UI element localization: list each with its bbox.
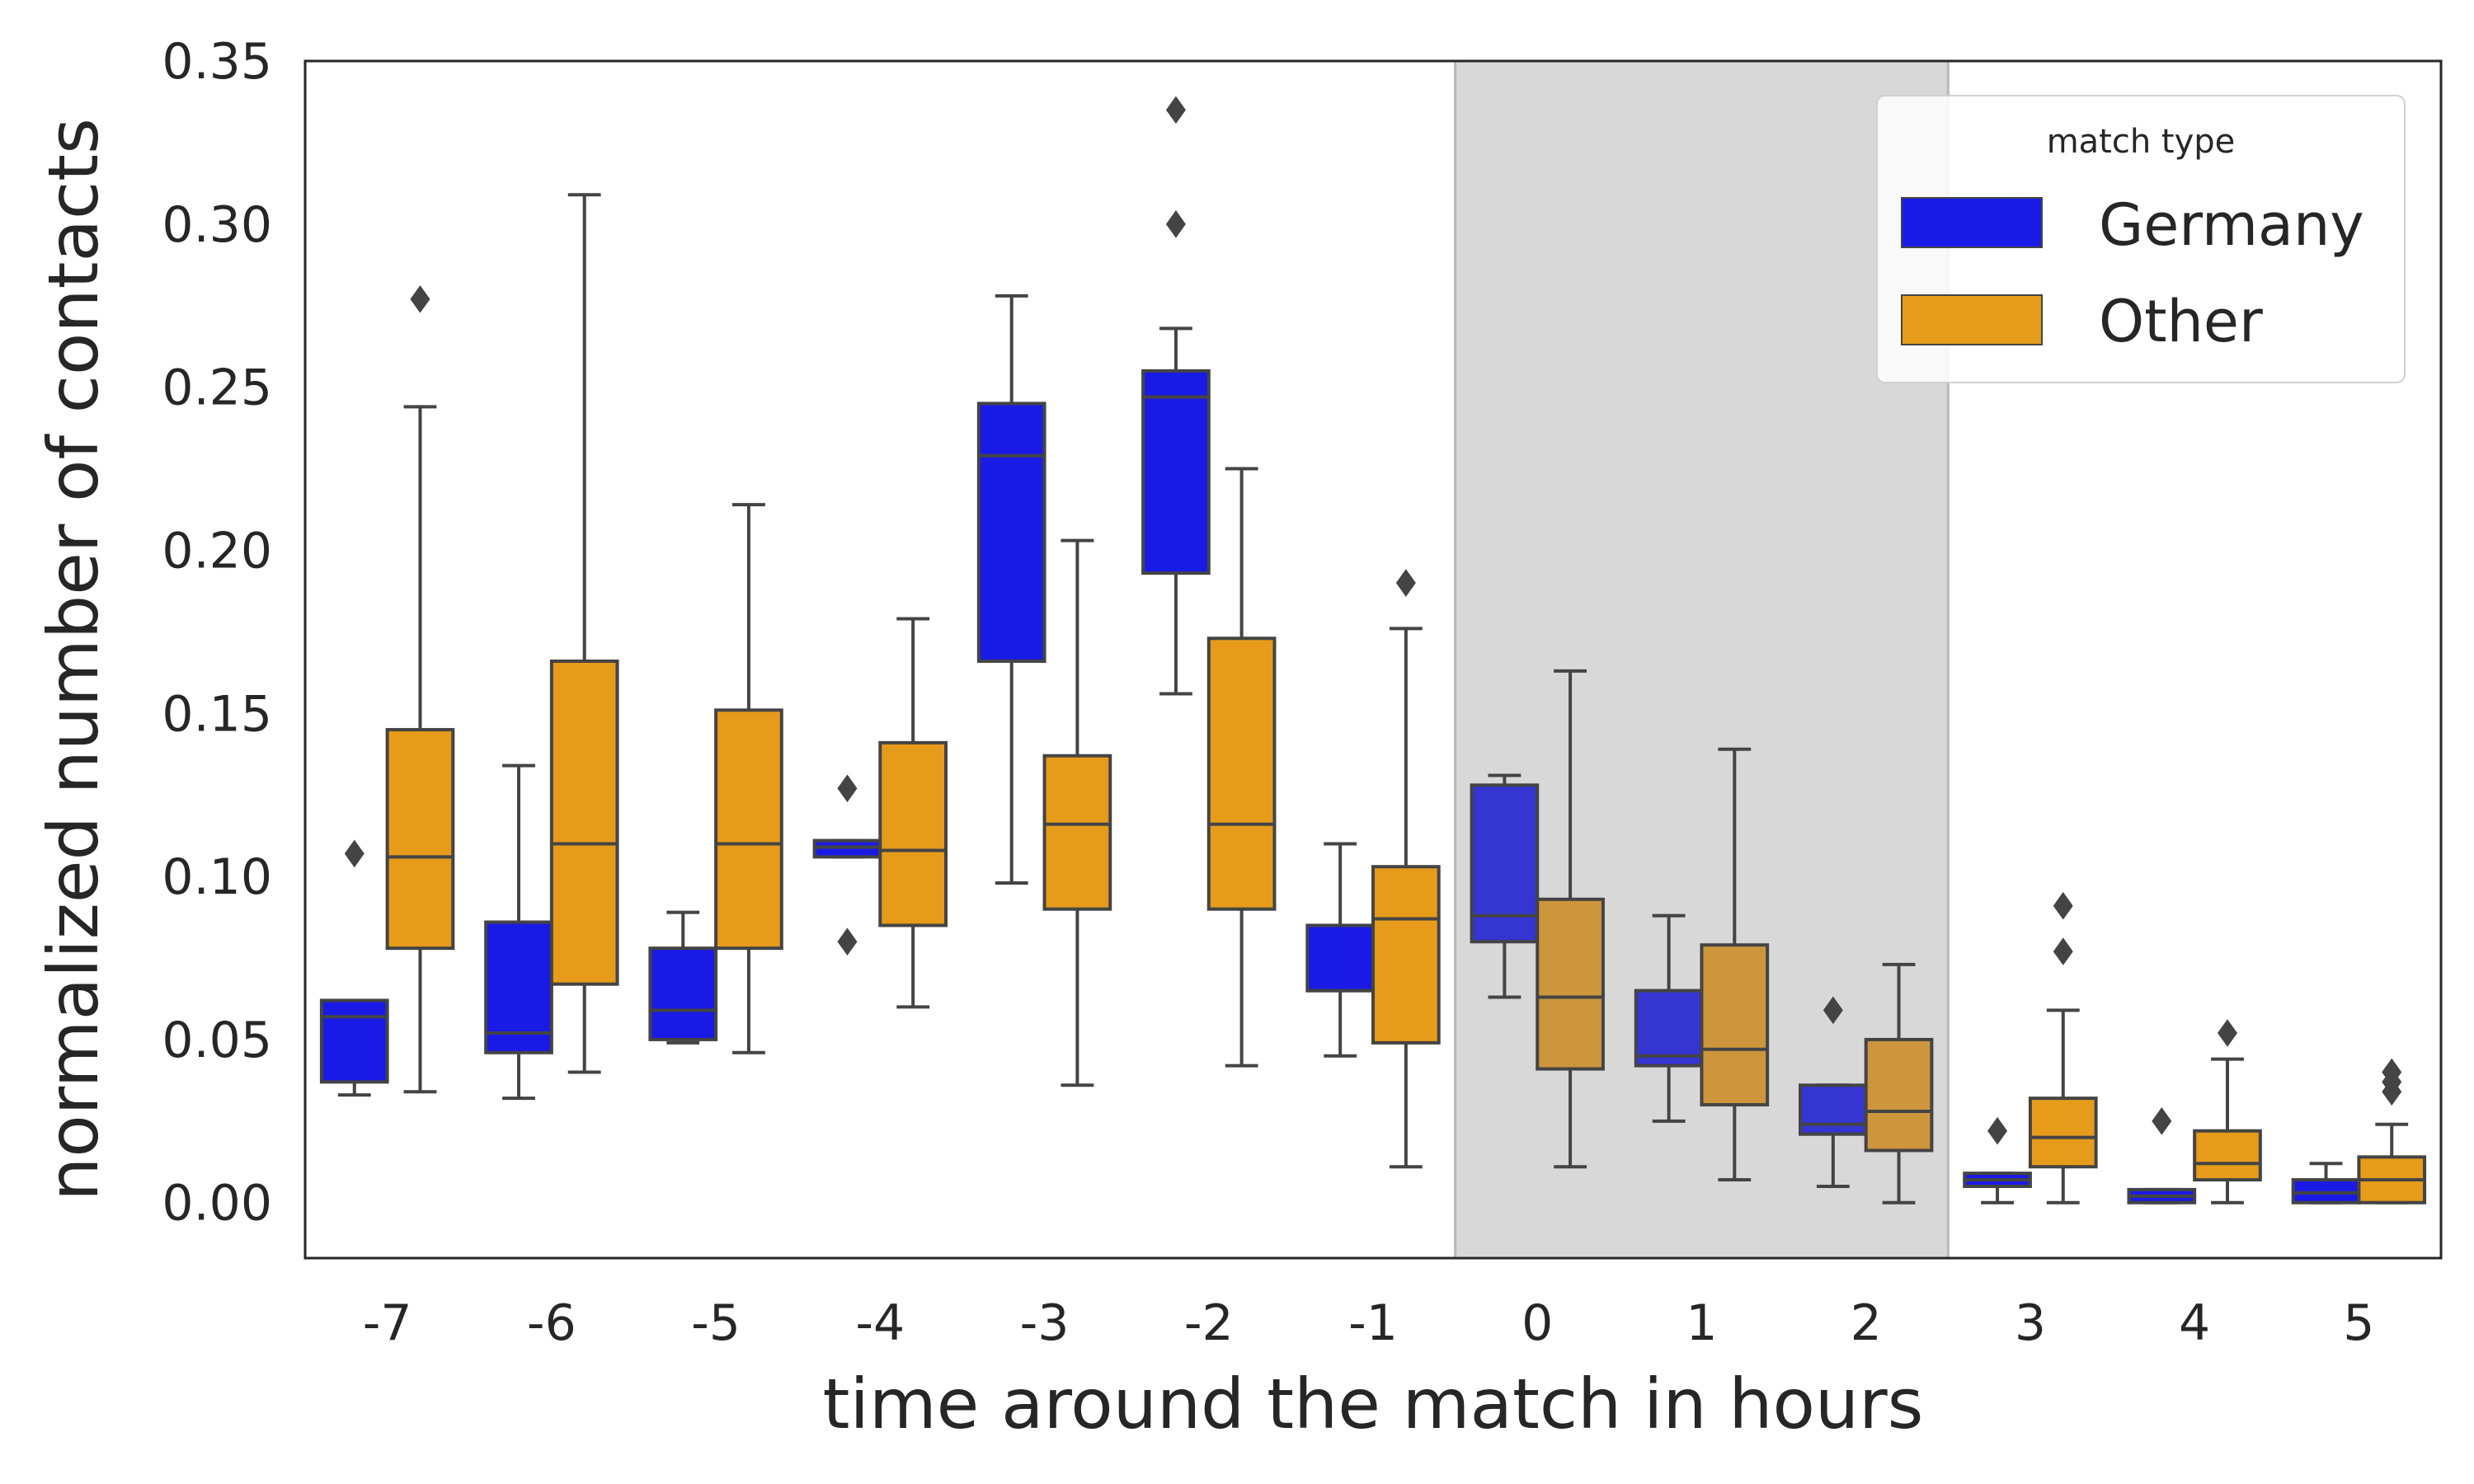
box-iqr bbox=[1371, 865, 1441, 1045]
outlier-point bbox=[837, 774, 858, 803]
outlier-point bbox=[2053, 937, 2073, 965]
outlier-point bbox=[344, 839, 365, 868]
box-group bbox=[878, 617, 948, 1009]
legend-label-other: Other bbox=[2099, 288, 2263, 355]
y-tick-label: 0.15 bbox=[162, 685, 272, 743]
x-tick-label: 2 bbox=[1851, 1294, 1882, 1352]
box-group bbox=[1864, 962, 1934, 1205]
box-iqr bbox=[385, 728, 455, 951]
box-group bbox=[976, 294, 1047, 885]
x-tick-label: 5 bbox=[2343, 1294, 2374, 1352]
box-group bbox=[2357, 1058, 2427, 1205]
outlier-point bbox=[2218, 1019, 2237, 1047]
outlier-point bbox=[1395, 569, 1416, 597]
box-iqr bbox=[1206, 636, 1277, 911]
box-group bbox=[1371, 569, 1441, 1169]
x-tick-label: -6 bbox=[527, 1294, 576, 1352]
box-iqr bbox=[1536, 897, 1605, 1071]
outlier-point bbox=[410, 285, 430, 313]
box-group bbox=[714, 503, 783, 1054]
box-group bbox=[1536, 669, 1605, 1169]
y-tick-label: 0.20 bbox=[162, 522, 272, 580]
outlier-point bbox=[2152, 1107, 2172, 1135]
box-iqr bbox=[976, 402, 1047, 663]
box-iqr bbox=[878, 740, 948, 928]
box-group bbox=[1042, 538, 1112, 1087]
outlier-point bbox=[1165, 210, 1186, 238]
box-iqr bbox=[484, 920, 553, 1054]
box-group bbox=[1700, 747, 1770, 1182]
box-iqr bbox=[1799, 1083, 1868, 1136]
x-tick-label: -7 bbox=[363, 1294, 412, 1352]
x-tick-label: -2 bbox=[1184, 1294, 1234, 1352]
x-tick-label: -1 bbox=[1348, 1294, 1398, 1352]
legend-label-germany: Germany bbox=[2099, 191, 2364, 259]
outlier-point bbox=[1823, 996, 1843, 1025]
outlier-point bbox=[1165, 96, 1186, 124]
box-group bbox=[1470, 773, 1540, 999]
box-group bbox=[549, 193, 619, 1074]
box-group bbox=[2193, 1019, 2262, 1205]
box-iqr bbox=[319, 998, 389, 1084]
box-iqr bbox=[2193, 1129, 2262, 1182]
box-group bbox=[812, 774, 882, 956]
x-tick-label: -5 bbox=[691, 1294, 741, 1352]
y-tick-label: 0.00 bbox=[162, 1175, 272, 1233]
x-tick-label: 0 bbox=[1522, 1294, 1553, 1352]
box-iqr bbox=[648, 946, 718, 1041]
outlier-point bbox=[2053, 891, 2073, 920]
box-group bbox=[2127, 1107, 2197, 1205]
box-group bbox=[319, 839, 389, 1097]
box-iqr bbox=[2028, 1097, 2098, 1169]
box-iqr bbox=[1864, 1037, 1934, 1153]
x-tick-label: 3 bbox=[2015, 1294, 2046, 1352]
x-tick-label: 1 bbox=[1686, 1294, 1717, 1352]
box-group bbox=[1963, 1116, 2032, 1205]
box-iqr bbox=[549, 659, 619, 986]
box-layer bbox=[319, 96, 2427, 1205]
x-tick-label: 4 bbox=[2179, 1294, 2210, 1352]
box-group bbox=[1141, 96, 1211, 696]
box-group bbox=[1305, 842, 1376, 1058]
y-tick-label: 0.25 bbox=[162, 359, 272, 417]
x-tick-labels: -7 -6 -5 -4 -3 -2 -1 0 1 2 3 4 5 bbox=[363, 1294, 2375, 1352]
x-tick-label: -3 bbox=[1020, 1294, 1070, 1352]
box-iqr bbox=[1700, 943, 1770, 1107]
x-tick-label: -4 bbox=[855, 1294, 905, 1352]
box-group bbox=[385, 285, 455, 1094]
box-iqr bbox=[1470, 783, 1540, 944]
legend-swatch-other bbox=[1901, 294, 2043, 345]
legend-title: match type bbox=[2047, 123, 2236, 161]
box-iqr bbox=[1141, 369, 1211, 575]
outlier-point bbox=[2382, 1078, 2402, 1106]
y-tick-label: 0.05 bbox=[162, 1012, 272, 1069]
outlier-point bbox=[837, 928, 858, 956]
box-iqr bbox=[714, 708, 783, 951]
y-tick-label: 0.35 bbox=[162, 33, 272, 91]
box-group bbox=[648, 910, 718, 1045]
box-iqr bbox=[1042, 754, 1112, 911]
box-group bbox=[1206, 467, 1277, 1068]
outlier-point bbox=[1987, 1116, 2008, 1145]
y-axis-label: normalized number of contacts bbox=[33, 118, 114, 1201]
box-group bbox=[484, 763, 553, 1101]
y-tick-label: 0.30 bbox=[162, 196, 272, 254]
x-axis-label: time around the match in hours bbox=[823, 1364, 1924, 1444]
plot-frame bbox=[303, 59, 2443, 1260]
y-tick-labels: 0.00 0.05 0.10 0.15 0.20 0.25 0.30 0.35 bbox=[162, 33, 272, 1233]
legend: match type Germany Other bbox=[1876, 95, 2406, 383]
legend-swatch-germany bbox=[1901, 197, 2043, 248]
box-iqr bbox=[1305, 923, 1376, 993]
box-group bbox=[2028, 891, 2098, 1205]
y-tick-label: 0.10 bbox=[162, 848, 272, 906]
